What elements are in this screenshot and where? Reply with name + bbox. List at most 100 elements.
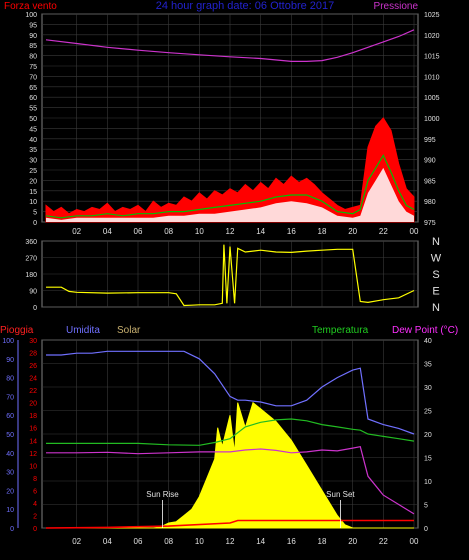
rain-tick-label: 16 [29,426,37,433]
climate-x-tick-label: 06 [134,537,143,546]
climate-x-tick-label: 10 [195,537,204,546]
pressure-tick-label: 980 [424,199,436,206]
climate-x-tick-label: 20 [348,537,357,546]
compass-label: W [431,253,442,265]
rain-tick-label: 12 [29,451,37,458]
wind-direction-line [46,244,415,307]
wind-tick-label: 75 [29,64,37,71]
temp-tick-label: 25 [424,409,432,416]
temp-tick-label: 5 [424,503,428,510]
compass-label: N [432,236,440,248]
wind-tick-label: 55 [29,106,37,113]
pressure-tick-label: 1000 [424,116,440,123]
wind-x-tick-label: 14 [256,227,265,236]
wind-tick-label: 95 [29,22,37,29]
pressure-tick-label: 1015 [424,54,440,61]
wind-x-tick-label: 18 [318,227,327,236]
rain-axis-label: Pioggia [0,325,34,336]
humidity-tick-label: 10 [6,507,14,514]
pressure-tick-label: 1005 [424,95,440,102]
rain-tick-label: 14 [29,438,37,445]
wind-x-tick-label: 04 [103,227,112,236]
climate-x-tick-label: 04 [103,537,112,546]
temp-tick-label: 35 [424,362,432,369]
wind-axis-label: Forza vento [4,1,57,12]
wind-x-tick-label: 22 [379,227,388,236]
dewpoint-line [46,446,415,515]
wind-tick-label: 35 [29,147,37,154]
humidity-tick-label: 50 [6,432,14,439]
pressure-line [45,29,415,62]
temp-tick-label: 0 [424,526,428,533]
pressure-tick-label: 985 [424,178,436,185]
rain-tick-label: 30 [29,338,37,345]
humidity-tick-label: 20 [6,488,14,495]
humidity-tick-label: 60 [6,413,14,420]
temp-tick-label: 40 [424,338,432,345]
wind-tick-label: 5 [33,210,37,217]
wind-tick-label: 60 [29,95,37,102]
wind-low-area [46,167,414,222]
wind-x-tick-label: 06 [134,227,143,236]
climate-x-tick-label: 16 [287,537,296,546]
wind-tick-label: 50 [29,116,37,123]
chart-title: 24 hour graph date: 06 Ottobre 2017 [156,0,335,12]
direction-tick-label: 270 [25,256,37,263]
rain-tick-label: 24 [29,376,37,383]
temp-tick-label: 20 [424,432,432,439]
wind-tick-label: 65 [29,85,37,92]
humidity-tick-label: 80 [6,376,14,383]
rain-line [45,519,414,529]
rain-tick-label: 4 [33,501,37,508]
wind-tick-label: 25 [29,168,37,175]
dewpoint-axis-label: Dew Point (°C) [392,325,458,336]
compass-label: S [432,269,439,281]
direction-tick-label: 180 [25,272,37,279]
climate-x-tick-label: 00 [410,537,419,546]
pressure-tick-label: 995 [424,137,436,144]
humidity-tick-label: 90 [6,357,14,364]
wind-x-tick-label: 10 [195,227,204,236]
rain-tick-label: 26 [29,363,37,370]
wind-tick-label: 30 [29,158,37,165]
wind-avg-line [45,154,415,219]
compass-label: E [432,286,439,298]
rain-tick-label: 20 [29,401,37,408]
wind-tick-label: 20 [29,178,37,185]
climate-x-tick-label: 14 [256,537,265,546]
pressure-tick-label: 1020 [424,33,440,40]
climate-x-tick-label: 18 [318,537,327,546]
climate-x-tick-label: 12 [226,537,235,546]
pressure-tick-label: 1010 [424,74,440,81]
rain-tick-label: 2 [33,513,37,520]
solar-area [46,401,414,529]
rain-tick-label: 0 [33,526,37,533]
direction-tick-label: 360 [25,239,37,246]
pressure-tick-label: 975 [424,220,436,227]
wind-tick-label: 85 [29,43,37,50]
rain-tick-label: 22 [29,388,37,395]
wind-x-tick-label: 12 [226,227,235,236]
humidity-tick-label: 40 [6,451,14,458]
humidity-tick-label: 30 [6,470,14,477]
direction-tick-label: 0 [33,305,37,312]
climate-x-tick-label: 22 [379,537,388,546]
climate-x-tick-label: 08 [164,537,173,546]
compass-label: N [432,302,440,314]
pressure-axis-label: Pressione [374,1,419,12]
temp-tick-label: 30 [424,385,432,392]
pressure-tick-label: 1025 [424,12,440,19]
rain-tick-label: 6 [33,488,37,495]
wind-tick-label: 90 [29,33,37,40]
humidity-axis-label: Umidita [66,325,100,336]
temp-tick-label: 10 [424,479,432,486]
wind-tick-label: 100 [25,12,37,19]
wind-x-tick-label: 08 [164,227,173,236]
wind-tick-label: 40 [29,137,37,144]
temperature-line [46,418,415,446]
humidity-tick-label: 70 [6,394,14,401]
wind-tick-label: 70 [29,74,37,81]
wind-speed-area [45,117,415,223]
